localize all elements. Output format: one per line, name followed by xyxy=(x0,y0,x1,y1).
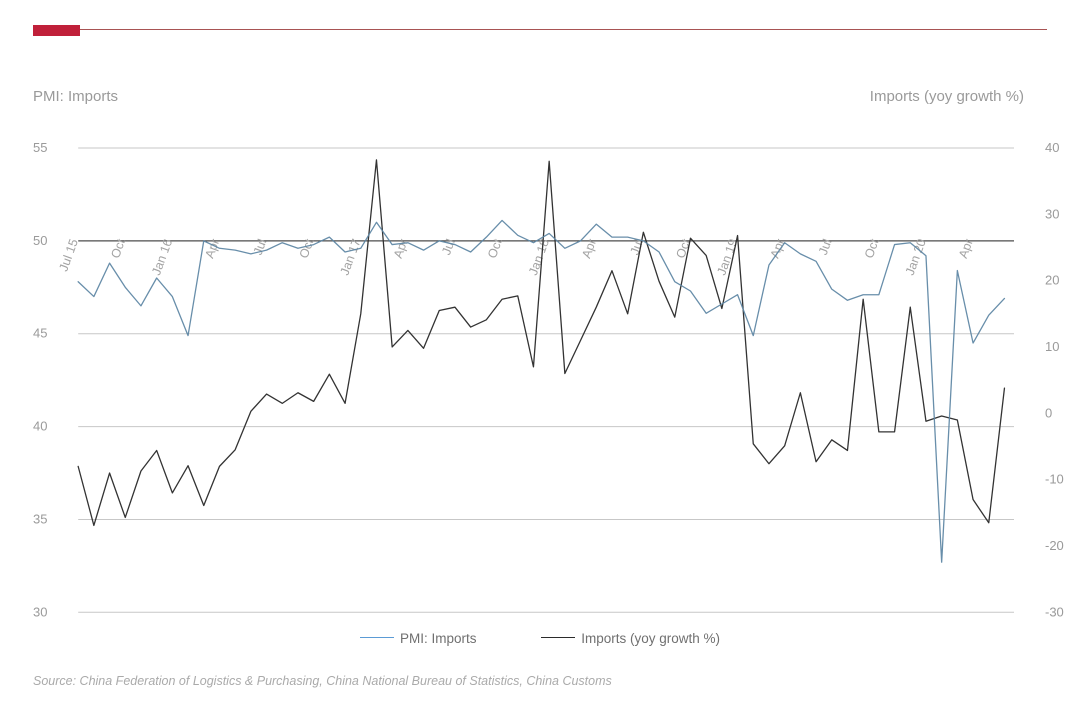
svg-text:-30: -30 xyxy=(1045,604,1064,619)
svg-text:Jan 18: Jan 18 xyxy=(526,237,552,277)
svg-text:40: 40 xyxy=(33,419,47,434)
svg-text:Jul: Jul xyxy=(816,237,835,257)
svg-text:40: 40 xyxy=(1045,140,1059,155)
svg-text:10: 10 xyxy=(1045,339,1059,354)
svg-text:30: 30 xyxy=(33,604,47,619)
svg-text:-10: -10 xyxy=(1045,472,1064,487)
svg-text:Jul: Jul xyxy=(628,237,647,257)
svg-text:Oct: Oct xyxy=(862,237,882,261)
svg-text:Jan 16: Jan 16 xyxy=(149,237,175,277)
svg-text:Jan 17: Jan 17 xyxy=(338,237,364,277)
svg-text:Jul 15: Jul 15 xyxy=(56,237,81,273)
svg-text:Oct: Oct xyxy=(108,237,128,261)
svg-text:-20: -20 xyxy=(1045,538,1064,553)
svg-text:50: 50 xyxy=(33,233,47,248)
svg-text:Jul: Jul xyxy=(439,237,458,257)
svg-text:Oct: Oct xyxy=(485,237,505,261)
svg-text:55: 55 xyxy=(33,140,47,155)
svg-text:30: 30 xyxy=(1045,206,1059,221)
svg-text:0: 0 xyxy=(1045,405,1052,420)
svg-text:20: 20 xyxy=(1045,273,1059,288)
svg-text:45: 45 xyxy=(33,326,47,341)
svg-text:35: 35 xyxy=(33,511,47,526)
svg-text:Jul: Jul xyxy=(251,237,270,257)
